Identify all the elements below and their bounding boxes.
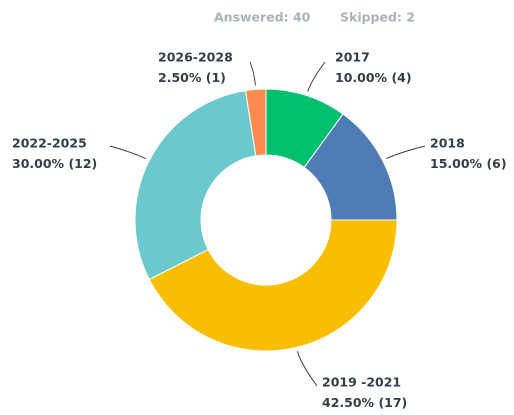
slice-label: 10.00% (4)	[335, 70, 412, 85]
slice-category: 2017	[335, 50, 370, 65]
count-label: (1)	[206, 70, 226, 85]
slice-category: 2019 -2021	[322, 375, 401, 390]
slice-label: 42.50% (17)	[322, 395, 407, 410]
slice-category: 2018	[430, 136, 465, 151]
value-label: 15.00%	[430, 156, 483, 171]
leader-line	[386, 145, 426, 160]
value-label: 2.50%	[158, 70, 202, 85]
count-label: (4)	[391, 70, 411, 85]
slice	[134, 90, 257, 281]
leader-line	[297, 351, 318, 387]
leader-line	[307, 61, 326, 92]
value-label: 42.50%	[322, 395, 375, 410]
count-label: (6)	[486, 156, 506, 171]
slice-label: 15.00% (6)	[430, 156, 507, 171]
slice-label: 30.00% (12)	[12, 156, 97, 171]
slice-category: 2022-2025	[12, 136, 87, 151]
slice-category: 2026-2028	[158, 50, 233, 65]
leader-line	[109, 145, 146, 160]
slice-label: 2.50% (1)	[158, 70, 226, 85]
value-label: 30.00%	[12, 156, 65, 171]
answered: Answered: 40	[214, 10, 311, 25]
value-label: 10.00%	[335, 70, 388, 85]
leader-line	[249, 61, 256, 86]
slice	[244, 88, 267, 157]
slice	[148, 219, 398, 352]
count-label: (12)	[68, 156, 97, 171]
count-label: (17)	[378, 395, 407, 410]
skipped: Skipped: 2	[340, 10, 415, 25]
